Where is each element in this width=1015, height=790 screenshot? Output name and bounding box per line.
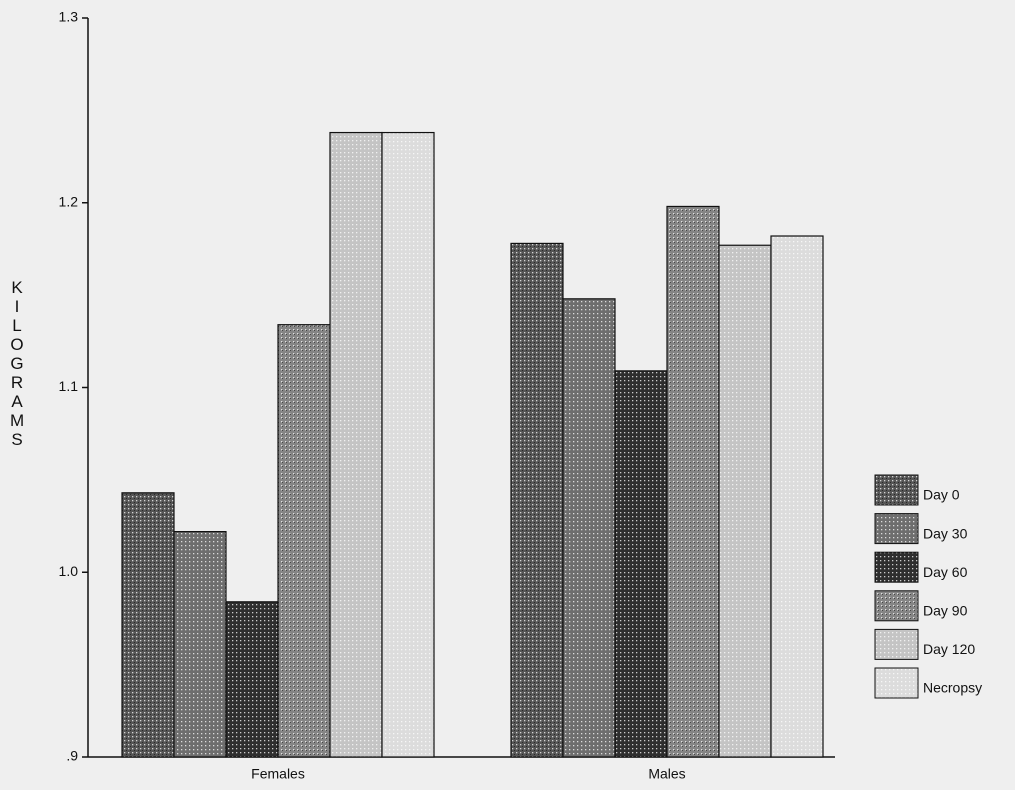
bar xyxy=(718,244,772,758)
y-tick-label: 1.0 xyxy=(59,563,79,579)
y-tick-label: 1.1 xyxy=(59,378,79,394)
y-axis-label: KILOGRAMS xyxy=(10,278,25,449)
bar xyxy=(173,531,227,758)
legend-label: Day 0 xyxy=(923,487,960,503)
legend-label: Day 90 xyxy=(923,603,968,619)
bar xyxy=(562,298,616,758)
bar xyxy=(329,131,383,758)
legend-label: Day 30 xyxy=(923,525,968,541)
bar xyxy=(614,370,668,758)
legend-swatch xyxy=(874,474,919,506)
bar xyxy=(510,242,564,758)
bar xyxy=(770,235,824,758)
bar xyxy=(381,131,435,758)
legend-swatch xyxy=(874,590,919,622)
legend-label: Necropsy xyxy=(923,680,982,696)
bar xyxy=(121,492,175,758)
x-tick-label: Males xyxy=(648,766,685,782)
legend-swatch xyxy=(874,667,919,699)
legend-label: Day 120 xyxy=(923,641,975,657)
legend-swatch xyxy=(874,513,919,545)
legend-swatch xyxy=(874,551,919,583)
legend-label: Day 60 xyxy=(923,564,968,580)
legend-swatch xyxy=(874,628,919,660)
bar xyxy=(277,324,331,758)
bar xyxy=(225,601,279,758)
y-tick-label: .9 xyxy=(66,748,78,764)
bar xyxy=(666,205,720,758)
x-tick-label: Females xyxy=(251,766,305,782)
y-tick-label: 1.3 xyxy=(59,9,79,25)
y-tick-label: 1.2 xyxy=(59,193,79,209)
